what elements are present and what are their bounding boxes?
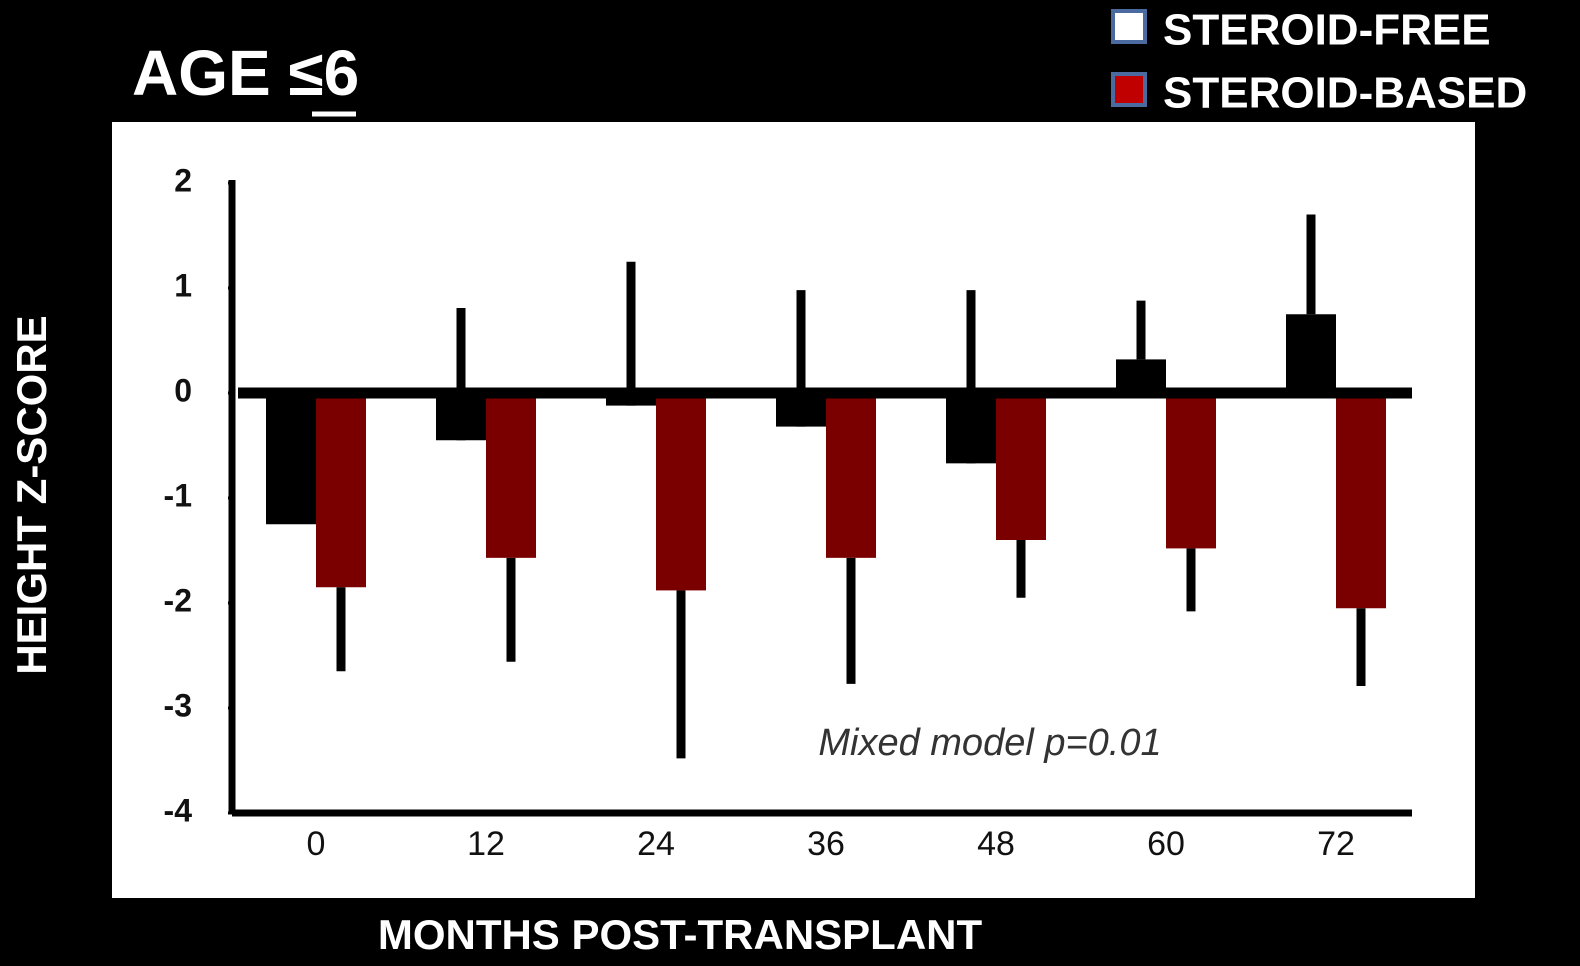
legend-label: STEROID-FREE	[1163, 6, 1491, 55]
x-tick-label: 12	[467, 825, 505, 863]
y-tick-label: 1	[174, 267, 192, 303]
legend-swatch	[1111, 72, 1147, 107]
bar	[266, 393, 316, 525]
x-tick-label: 60	[1147, 825, 1185, 863]
bar	[1166, 393, 1216, 549]
bar	[486, 393, 536, 558]
y-tick-label: 2	[174, 162, 192, 198]
bar	[1116, 359, 1166, 393]
bar	[656, 393, 706, 591]
y-tick-label: -1	[164, 477, 192, 513]
bar	[1286, 314, 1336, 393]
bar	[316, 393, 366, 588]
bar	[1336, 393, 1386, 609]
bar	[996, 393, 1046, 540]
y-axis-label: HEIGHT Z-SCORE	[8, 315, 55, 674]
x-axis-label: MONTHS POST-TRANSPLANT	[378, 911, 983, 958]
annotation: Mixed model p=0.01	[818, 722, 1161, 764]
x-tick-label: 36	[807, 825, 845, 863]
legend-swatch	[1111, 9, 1147, 44]
y-tick-label: -3	[164, 687, 192, 723]
legend-label: STEROID-BASED	[1163, 69, 1527, 118]
x-tick-label: 24	[637, 825, 675, 863]
x-tick-label: 0	[307, 825, 326, 863]
x-tick-label: 72	[1317, 825, 1355, 863]
x-tick-label: 48	[977, 825, 1015, 863]
y-tick-label: 0	[174, 372, 192, 408]
chart-title: AGE ≤6	[132, 37, 359, 109]
bar	[826, 393, 876, 558]
y-tick-label: -2	[164, 582, 192, 618]
y-tick-label: -4	[164, 792, 193, 828]
